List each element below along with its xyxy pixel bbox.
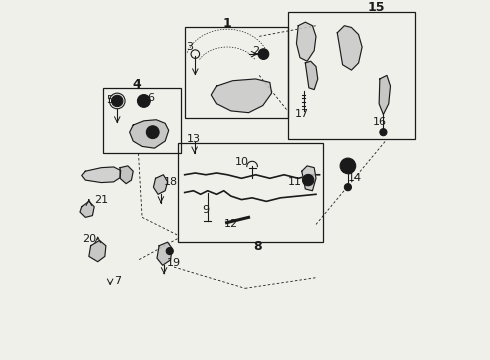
Text: 20: 20 <box>82 234 96 244</box>
Text: 21: 21 <box>94 195 108 204</box>
Polygon shape <box>337 26 362 70</box>
Text: 2: 2 <box>252 46 259 55</box>
Text: 8: 8 <box>253 240 262 253</box>
Polygon shape <box>82 167 121 183</box>
Text: 14: 14 <box>348 173 362 183</box>
Circle shape <box>302 174 314 186</box>
Bar <box>177 143 323 242</box>
Polygon shape <box>80 201 94 217</box>
Text: 11: 11 <box>288 177 302 187</box>
Bar <box>103 88 181 153</box>
Polygon shape <box>296 22 316 61</box>
Circle shape <box>147 126 159 139</box>
Polygon shape <box>120 166 133 184</box>
Polygon shape <box>89 240 106 262</box>
Text: 1: 1 <box>223 17 232 31</box>
Text: 12: 12 <box>224 220 238 229</box>
Text: 4: 4 <box>132 78 141 91</box>
Polygon shape <box>379 75 391 114</box>
Text: 6: 6 <box>147 94 154 103</box>
Polygon shape <box>305 61 318 90</box>
Bar <box>185 27 288 118</box>
Circle shape <box>258 49 269 59</box>
Text: 18: 18 <box>163 177 177 187</box>
Text: 17: 17 <box>294 109 309 120</box>
Circle shape <box>138 95 150 107</box>
Text: 13: 13 <box>187 134 200 144</box>
Polygon shape <box>157 242 172 265</box>
Text: 15: 15 <box>368 1 385 14</box>
Polygon shape <box>153 175 168 194</box>
Circle shape <box>380 129 387 136</box>
Text: 19: 19 <box>167 258 181 269</box>
Text: 7: 7 <box>114 276 121 286</box>
Polygon shape <box>302 166 316 191</box>
Polygon shape <box>211 79 271 113</box>
Text: 9: 9 <box>202 205 210 215</box>
Circle shape <box>112 95 123 107</box>
Polygon shape <box>130 120 169 148</box>
Text: 5: 5 <box>107 95 114 105</box>
Circle shape <box>166 248 173 255</box>
Text: 16: 16 <box>373 117 387 126</box>
Text: 10: 10 <box>234 157 248 167</box>
Text: 3: 3 <box>187 42 194 52</box>
Circle shape <box>344 184 351 191</box>
Circle shape <box>340 158 356 174</box>
Bar <box>288 12 416 139</box>
